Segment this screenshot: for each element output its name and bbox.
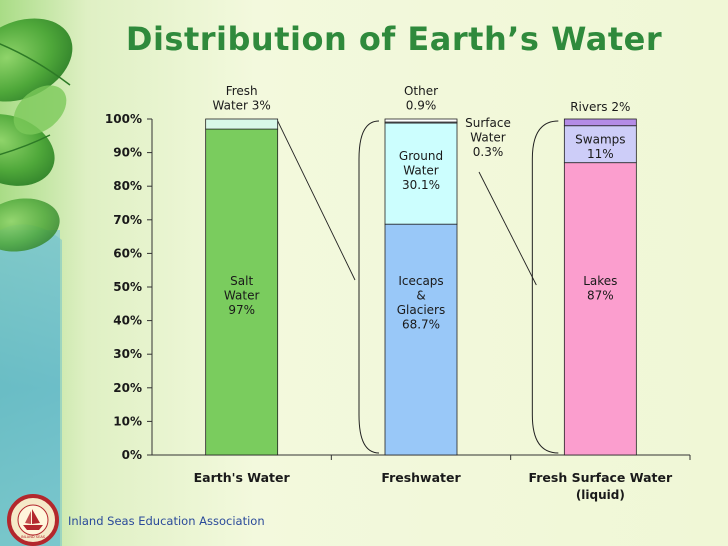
y-tick-label: 100% <box>105 112 142 126</box>
segment-label-icecaps-glaciers: Icecaps & Glaciers 68.7% <box>397 274 446 332</box>
y-tick-label: 60% <box>113 246 142 260</box>
bar-segment-other <box>384 118 458 123</box>
y-tick-label: 70% <box>113 213 142 227</box>
organization-logo: INLAND SEAS <box>7 494 59 546</box>
y-tick-label: 80% <box>113 179 142 193</box>
bar-segment-salt-water <box>205 128 279 456</box>
connector-line <box>478 171 537 286</box>
bar-segment-swamps <box>563 125 637 164</box>
y-tick-label: 30% <box>113 347 142 361</box>
x-category-label: Fresh Surface Water <box>529 470 673 485</box>
segment-label-ground-water: Ground Water 30.1% <box>399 149 443 192</box>
svg-text:INLAND SEAS: INLAND SEAS <box>21 535 46 539</box>
y-tick-label: 90% <box>113 146 142 160</box>
segment-label-swamps: Swamps 11% <box>575 133 625 162</box>
y-tick-label: 40% <box>113 314 142 328</box>
segment-label-surface-water: Surface Water 0.3% <box>465 116 511 159</box>
x-category-label: Freshwater <box>381 470 461 485</box>
slide-title: Distribution of Earth’s Water <box>125 20 663 58</box>
y-tick-label: 50% <box>113 280 142 294</box>
connector-line <box>277 120 356 281</box>
bar-segment-fresh-water <box>205 118 279 130</box>
leaf-decoration <box>0 18 73 252</box>
y-tick-label: 20% <box>113 381 142 395</box>
bar-segment-icecaps-glaciers <box>384 223 458 456</box>
y-tick-label: 0% <box>122 448 142 462</box>
bar-segment-lakes <box>563 162 637 456</box>
x-category-label: Earth's Water <box>194 470 291 485</box>
bracket-fresh-surface-water <box>531 120 559 454</box>
segment-label-other: Other 0.9% <box>404 84 438 113</box>
x-category-sublabel: (liquid) <box>576 488 625 502</box>
bar-segment-rivers <box>563 118 637 127</box>
segment-label-salt-water: Salt Water 97% <box>224 274 260 317</box>
segment-label-rivers: Rivers 2% <box>570 100 630 114</box>
segment-label-fresh-water: Fresh Water 3% <box>213 84 271 113</box>
organization-name: Inland Seas Education Association <box>68 514 265 528</box>
bracket-freshwater <box>358 120 380 454</box>
y-tick-label: 10% <box>113 414 142 428</box>
segment-label-lakes: Lakes 87% <box>583 274 617 303</box>
bar-segment-ground-water <box>384 122 458 225</box>
